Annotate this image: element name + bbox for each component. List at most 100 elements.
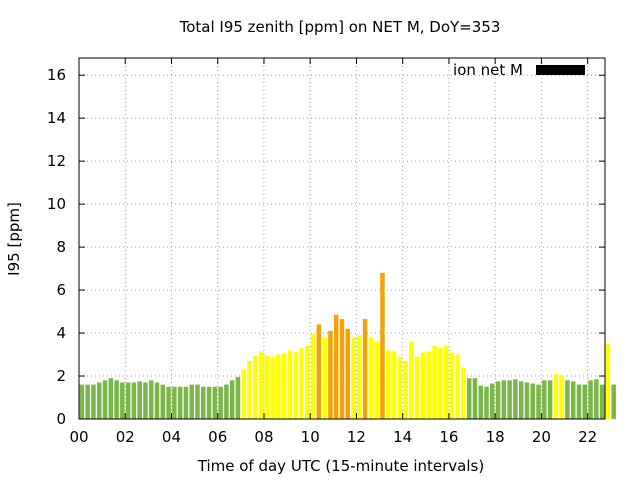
bar <box>530 383 535 419</box>
x-tick-label: 16 <box>439 428 458 446</box>
x-axis-label: Time of day UTC (15-minute intervals) <box>197 457 484 475</box>
y-tick-label: 0 <box>56 410 66 428</box>
bar <box>542 380 547 419</box>
bar <box>264 355 270 419</box>
bar <box>443 345 449 419</box>
bar <box>374 341 379 419</box>
bar <box>310 334 316 419</box>
chart-title: Total I95 zenith [ppm] on NET M, DoY=353 <box>179 18 501 36</box>
x-tick-label: 12 <box>347 428 366 446</box>
plot-frame <box>78 57 606 420</box>
bar <box>235 377 241 419</box>
y-axis-label: I95 [ppm] <box>5 202 23 276</box>
bar <box>495 381 501 419</box>
bar <box>518 381 524 419</box>
y-tick-label: 4 <box>56 324 66 342</box>
y-tick-label: 10 <box>47 195 66 213</box>
bar <box>432 345 437 419</box>
bar <box>501 380 507 419</box>
bar <box>287 350 293 419</box>
x-tick-label: 18 <box>486 428 505 446</box>
bar <box>172 386 177 419</box>
bar <box>189 384 194 419</box>
bar <box>357 335 362 419</box>
bar <box>397 356 403 419</box>
bar <box>328 330 333 419</box>
bar <box>270 356 275 419</box>
bar <box>339 319 345 419</box>
bar <box>547 380 553 419</box>
x-tick-label: 04 <box>162 428 181 446</box>
bar <box>420 352 426 419</box>
bar <box>160 384 166 419</box>
bar <box>490 383 495 419</box>
bar <box>466 378 472 419</box>
bar <box>461 367 466 419</box>
bar <box>85 384 90 419</box>
bar <box>281 353 287 419</box>
bar <box>120 382 125 419</box>
x-tick-label: 08 <box>254 428 273 446</box>
bar <box>149 380 154 419</box>
bars <box>79 272 616 420</box>
bar <box>570 381 576 419</box>
bar <box>218 386 223 419</box>
bar <box>154 382 160 419</box>
x-tick-label: 10 <box>301 428 320 446</box>
bar <box>247 360 252 419</box>
bar <box>108 378 114 419</box>
bar <box>229 380 235 419</box>
bar <box>91 384 96 419</box>
bar <box>524 382 530 419</box>
legend: ion net M <box>453 61 585 79</box>
bar <box>333 314 339 419</box>
bar <box>478 385 483 419</box>
x-tick-label: 02 <box>116 428 135 446</box>
bar <box>605 343 611 419</box>
bar <box>206 386 212 419</box>
bar <box>513 379 518 419</box>
bar <box>611 384 616 419</box>
bar <box>241 369 246 419</box>
bar <box>143 382 148 419</box>
bar <box>362 319 368 419</box>
bar <box>565 380 570 419</box>
bar <box>582 384 588 419</box>
bar <box>114 380 119 419</box>
bar <box>212 386 218 419</box>
bar <box>594 379 599 419</box>
y-tick-label: 8 <box>56 238 66 256</box>
legend-label: ion net M <box>453 61 523 79</box>
bar <box>299 348 304 419</box>
bar <box>183 386 189 419</box>
bar <box>426 351 431 419</box>
bar <box>351 337 356 419</box>
bar <box>391 351 397 419</box>
x-tick-label: 06 <box>208 428 227 446</box>
bar <box>316 324 322 419</box>
bar <box>258 351 264 419</box>
bar <box>79 384 85 419</box>
bar <box>201 386 206 419</box>
bar <box>438 348 443 419</box>
bar <box>131 382 137 419</box>
bar <box>125 382 131 419</box>
bar <box>403 360 408 419</box>
y-tick-label: 6 <box>56 281 66 299</box>
bar <box>409 341 414 419</box>
bar <box>599 384 605 419</box>
bar <box>345 328 351 419</box>
legend-swatch <box>536 65 585 75</box>
x-tick-label: 14 <box>393 428 412 446</box>
bar <box>380 272 385 419</box>
bar <box>385 350 391 419</box>
bar <box>276 354 281 419</box>
bar <box>293 352 299 419</box>
y-tick-label: 16 <box>47 66 66 84</box>
bar <box>507 380 512 419</box>
bar <box>553 373 559 420</box>
bar <box>322 337 327 419</box>
x-tick-label: 20 <box>532 428 551 446</box>
